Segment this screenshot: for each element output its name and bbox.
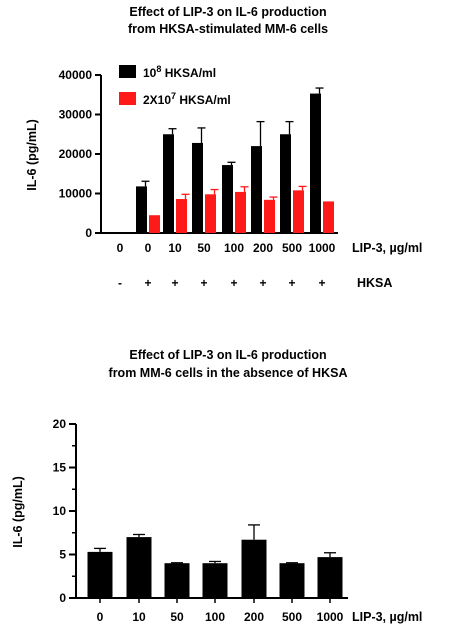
chart-1-x-tick-label: 500 xyxy=(282,241,302,255)
chart-1-x-tick-label: 0 xyxy=(117,241,124,255)
chart-1-hksa-sign: - xyxy=(118,276,122,290)
chart-2-y-tick-label: 0 xyxy=(59,591,66,605)
chart-2-bars xyxy=(87,524,343,598)
chart-1-x-axis-label: LIP-3, µg/ml xyxy=(352,241,422,255)
chart-1-hksa-row: - + + + + + + + xyxy=(118,276,326,290)
chart-1-x-tick-label: 50 xyxy=(197,241,211,255)
chart-1-hksa-sign: + xyxy=(259,276,266,290)
chart-1-legend: 108 HKSA/ml 2X107 HKSA/ml xyxy=(119,64,231,107)
chart-1-bar xyxy=(205,194,216,233)
chart-1-bar xyxy=(222,165,233,233)
chart-1-x-tick-labels: 0 0 10 50 100 200 500 1000 xyxy=(117,241,336,255)
chart-2-bar xyxy=(126,537,152,598)
chart-2-bar xyxy=(241,539,267,598)
chart-1-bar xyxy=(136,186,147,233)
chart-1-x-tick-label: 1000 xyxy=(309,241,336,255)
chart-1-x-tick-label: 200 xyxy=(253,241,273,255)
chart-1-bar xyxy=(251,146,262,233)
chart-1-y-tick-label: 10000 xyxy=(59,187,93,201)
chart-1-y-tick-label: 30000 xyxy=(59,108,93,122)
chart-2-x-tick-label: 10 xyxy=(132,610,146,624)
chart-1: Effect of LIP-3 on IL-6 production from … xyxy=(25,5,422,290)
chart-1-x-tick-label: 10 xyxy=(168,241,182,255)
chart-1-bar xyxy=(176,199,187,233)
chart-2-y-tick-label: 5 xyxy=(59,548,66,562)
chart-1-bar xyxy=(293,190,304,233)
chart-2-x-tick-label: 100 xyxy=(205,610,225,624)
chart-2-y-axis-label: IL-6 (pg/mL) xyxy=(11,476,25,548)
chart-1-bar xyxy=(310,93,321,233)
chart-2-y-tick-label: 15 xyxy=(53,461,67,475)
chart-1-bar xyxy=(264,199,275,233)
chart-2-bar xyxy=(202,563,228,598)
chart-2-bar xyxy=(317,557,343,598)
chart-2-bar xyxy=(164,563,190,598)
chart-1-bar xyxy=(235,191,246,233)
chart-1-bars xyxy=(136,87,334,233)
chart-2-bar xyxy=(87,551,113,598)
chart-2-x-tick-label: 0 xyxy=(97,610,104,624)
chart-1-y-tick-label: 0 xyxy=(85,226,92,240)
chart-1-bar xyxy=(192,142,203,233)
chart-2: Effect of LIP-3 on IL-6 production from … xyxy=(11,348,422,624)
chart-2-x-tick-label: 500 xyxy=(282,610,302,624)
chart-1-title-line-2: from HKSA-stimulated MM-6 cells xyxy=(128,22,328,36)
chart-1-x-tick-label: 100 xyxy=(224,241,244,255)
chart-1-hksa-label: HKSA xyxy=(357,276,392,290)
chart-2-bar xyxy=(279,563,305,598)
chart-1-hksa-sign: + xyxy=(288,276,295,290)
chart-1-hksa-sign: + xyxy=(171,276,178,290)
chart-2-x-tick-label: 50 xyxy=(170,610,184,624)
legend-swatch-red xyxy=(119,92,136,105)
chart-1-bar xyxy=(149,215,160,233)
chart-2-title-line-1: Effect of LIP-3 on IL-6 production xyxy=(129,348,326,362)
chart-1-x-tick-label: 0 xyxy=(145,241,152,255)
chart-1-title-line-1: Effect of LIP-3 on IL-6 production xyxy=(129,5,326,19)
legend-label-series-1: 108 HKSA/ml xyxy=(143,64,216,80)
chart-2-x-tick-label: 200 xyxy=(244,610,264,624)
chart-1-y-tick-label: 40000 xyxy=(59,68,93,82)
chart-1-bar xyxy=(163,134,174,233)
chart-1-y-tick-label: 20000 xyxy=(59,147,93,161)
chart-1-y-axis-label: IL-6 (pg/mL) xyxy=(25,119,39,191)
chart-1-hksa-sign: + xyxy=(144,276,151,290)
chart-1-hksa-sign: + xyxy=(200,276,207,290)
chart-1-hksa-sign: + xyxy=(230,276,237,290)
chart-1-bar xyxy=(280,134,291,233)
chart-2-x-tick-labels: 0 10 50 100 200 500 1000 xyxy=(97,598,344,624)
legend-swatch-black xyxy=(119,65,136,78)
chart-2-y-tick-label: 10 xyxy=(53,504,67,518)
legend-label-series-2: 2X107 HKSA/ml xyxy=(143,91,231,107)
chart-1-hksa-sign: + xyxy=(318,276,325,290)
chart-2-title-line-2: from MM-6 cells in the absence of HKSA xyxy=(109,366,348,380)
chart-2-x-axis-label: LIP-3, µg/ml xyxy=(352,610,422,624)
chart-2-y-tick-label: 20 xyxy=(53,417,67,431)
chart-2-x-tick-label: 1000 xyxy=(317,610,344,624)
chart-1-bar xyxy=(323,201,334,233)
